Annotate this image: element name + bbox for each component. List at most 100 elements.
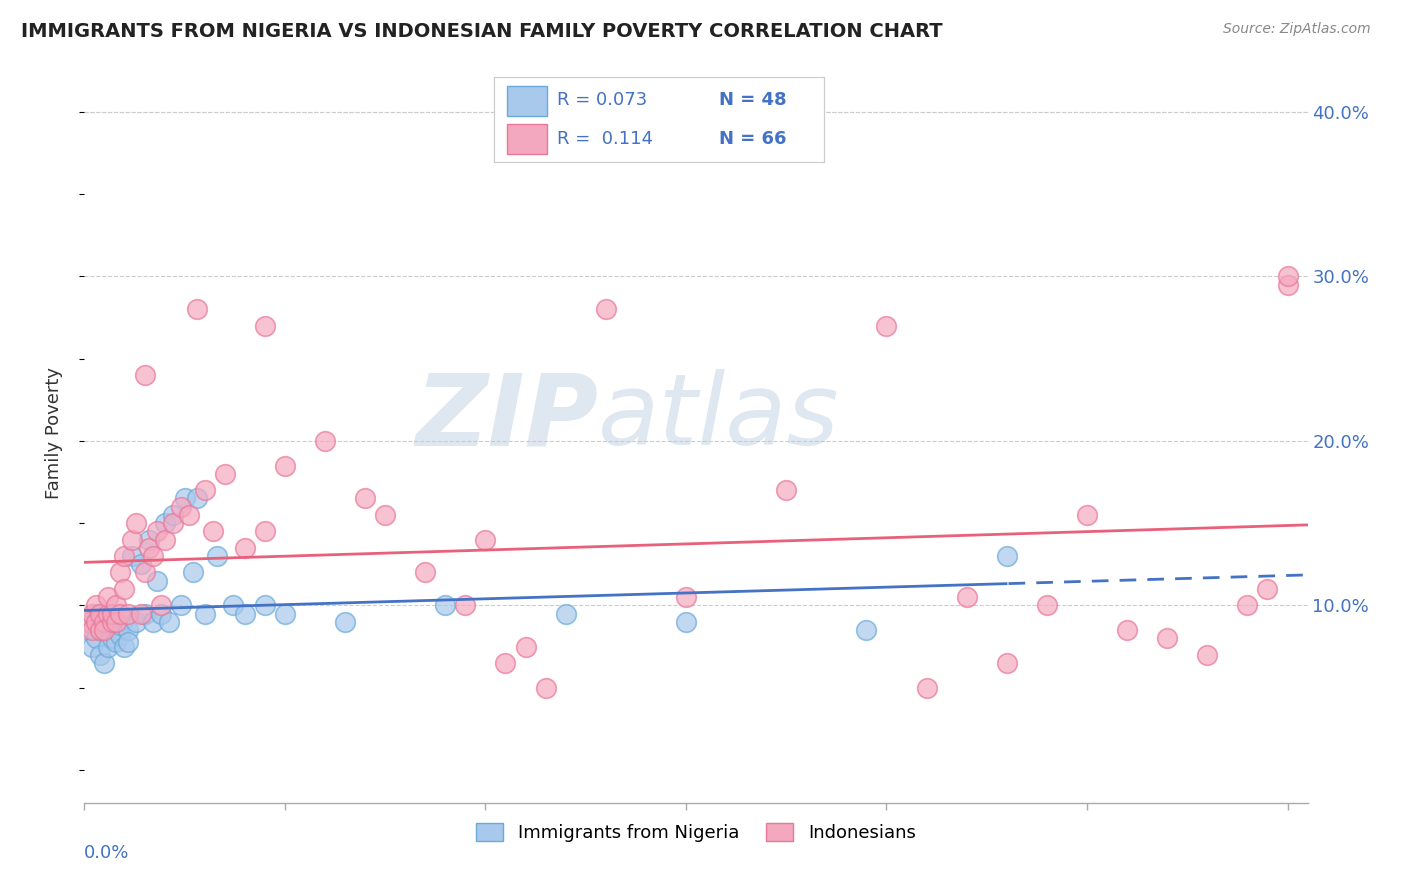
Point: [86, 632, 108, 646]
Point: [114, 640, 136, 654]
Point: [956, 590, 979, 604]
Point: [141, 615, 163, 629]
Point: [474, 533, 496, 547]
Point: [274, 607, 297, 621]
Point: [101, 615, 124, 629]
Point: [105, 599, 128, 613]
Point: [121, 549, 143, 563]
Text: atlas: atlas: [598, 369, 839, 467]
Point: [125, 615, 148, 629]
Point: [93, 615, 115, 629]
Point: [86, 599, 108, 613]
Text: ZIP: ZIP: [415, 369, 598, 467]
Point: [134, 607, 156, 621]
Point: [162, 516, 184, 530]
Point: [138, 541, 160, 555]
Point: [114, 582, 136, 596]
Point: [1197, 648, 1219, 662]
Point: [1156, 632, 1178, 646]
Point: [169, 599, 191, 613]
Point: [97, 640, 120, 654]
Point: [194, 483, 217, 498]
Point: [775, 483, 797, 498]
Text: Source: ZipAtlas.com: Source: ZipAtlas.com: [1223, 22, 1371, 37]
Point: [101, 615, 124, 629]
Point: [495, 656, 517, 670]
Point: [93, 615, 115, 629]
Y-axis label: Family Poverty: Family Poverty: [45, 367, 63, 499]
Point: [89, 607, 111, 621]
Point: [995, 656, 1018, 670]
Point: [117, 623, 139, 637]
Point: [93, 656, 115, 670]
Point: [110, 566, 132, 580]
Point: [253, 318, 276, 333]
Point: [125, 516, 148, 530]
Point: [145, 574, 167, 588]
Point: [97, 590, 120, 604]
Point: [82, 640, 104, 654]
Point: [1116, 623, 1139, 637]
Point: [149, 607, 172, 621]
Point: [121, 533, 143, 547]
Point: [169, 500, 191, 514]
Point: [129, 558, 152, 572]
Point: [101, 607, 124, 621]
Point: [97, 623, 120, 637]
Point: [181, 566, 204, 580]
Point: [186, 302, 208, 317]
Point: [554, 607, 576, 621]
Point: [194, 607, 217, 621]
Text: IMMIGRANTS FROM NIGERIA VS INDONESIAN FAMILY POVERTY CORRELATION CHART: IMMIGRANTS FROM NIGERIA VS INDONESIAN FA…: [21, 22, 942, 41]
Point: [413, 566, 436, 580]
Point: [149, 599, 172, 613]
Point: [1076, 508, 1098, 522]
Point: [374, 508, 396, 522]
Point: [314, 434, 336, 448]
Point: [114, 611, 136, 625]
Point: [675, 590, 697, 604]
Point: [515, 640, 537, 654]
Point: [82, 607, 104, 621]
Point: [1236, 599, 1258, 613]
Text: 0.0%: 0.0%: [84, 844, 129, 862]
Point: [354, 491, 377, 506]
Point: [105, 634, 128, 648]
Point: [77, 623, 100, 637]
Point: [1277, 269, 1299, 284]
Point: [110, 628, 132, 642]
Point: [86, 607, 108, 621]
Point: [153, 516, 176, 530]
Point: [1277, 277, 1299, 292]
Point: [214, 467, 236, 481]
Point: [134, 566, 156, 580]
Point: [454, 599, 477, 613]
Point: [141, 549, 163, 563]
Point: [222, 599, 245, 613]
Point: [177, 508, 200, 522]
Point: [138, 533, 160, 547]
Point: [110, 618, 132, 632]
Point: [117, 634, 139, 648]
Point: [89, 623, 111, 637]
Point: [855, 623, 877, 637]
Point: [117, 607, 139, 621]
Point: [110, 607, 132, 621]
Point: [129, 607, 152, 621]
Point: [675, 615, 697, 629]
Point: [89, 623, 111, 637]
Point: [162, 508, 184, 522]
Point: [89, 648, 111, 662]
Point: [82, 615, 104, 629]
Point: [995, 549, 1018, 563]
Point: [233, 541, 256, 555]
Point: [153, 533, 176, 547]
Point: [86, 615, 108, 629]
Point: [595, 302, 617, 317]
Point: [1256, 582, 1278, 596]
Point: [105, 623, 128, 637]
Point: [333, 615, 356, 629]
Point: [253, 524, 276, 539]
Point: [233, 607, 256, 621]
Point: [434, 599, 457, 613]
